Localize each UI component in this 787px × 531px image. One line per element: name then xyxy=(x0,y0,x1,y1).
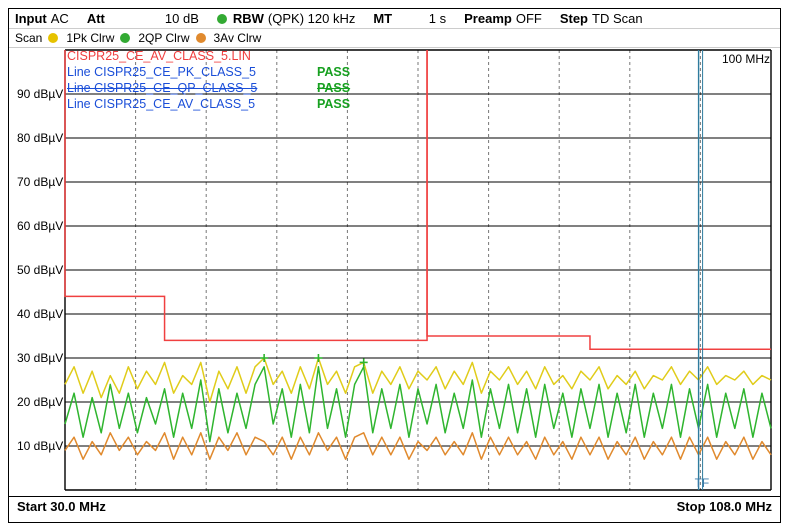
chart-svg xyxy=(9,48,780,496)
rbw-dot-icon xyxy=(217,14,227,24)
legend-box: CISPR25_CE_AV_CLASS_5.LIN Line CISPR25_C… xyxy=(67,48,350,112)
preamp-label: Preamp xyxy=(464,11,512,26)
trace2-label: 2QP Clrw xyxy=(138,31,189,45)
att-value: 10 dB xyxy=(109,11,199,26)
y-tick-label: 70 dBµV xyxy=(17,175,63,189)
step-label: Step xyxy=(560,11,588,26)
rbw-value: (QPK) 120 kHz xyxy=(268,11,355,26)
y-tick-label: 40 dBµV xyxy=(17,307,63,321)
plot-area: CISPR25_CE_AV_CLASS_5.LIN Line CISPR25_C… xyxy=(9,48,780,496)
legend-row: Line CISPR25_CE_QP_CLASS_5PASS xyxy=(67,80,350,96)
legend-limit-line: CISPR25_CE_AV_CLASS_5.LIN xyxy=(67,48,350,64)
input-label: Input xyxy=(15,11,47,26)
y-tick-label: 60 dBµV xyxy=(17,219,63,233)
tf-marker-label: TF xyxy=(695,476,710,490)
legend-row: Line CISPR25_CE_AV_CLASS_5PASS xyxy=(67,96,350,112)
y-tick-label: 10 dBµV xyxy=(17,439,63,453)
y-tick-label: 50 dBµV xyxy=(17,263,63,277)
trace1-dot-icon xyxy=(48,33,58,43)
input-value: AC xyxy=(51,11,69,26)
y-tick-label: 80 dBµV xyxy=(17,131,63,145)
marker-freq-label: 100 MHz xyxy=(722,52,770,66)
scan-label: Scan xyxy=(15,31,42,45)
mt-label: MT xyxy=(373,11,392,26)
preamp-value: OFF xyxy=(516,11,542,26)
trace1-label: 1Pk Clrw xyxy=(66,31,114,45)
stop-freq: Stop 108.0 MHz xyxy=(677,499,772,514)
footer-bar: Start 30.0 MHz Stop 108.0 MHz xyxy=(9,496,780,516)
rbw-label: RBW xyxy=(233,11,264,26)
step-value: TD Scan xyxy=(592,11,643,26)
header-row-2: Scan 1Pk Clrw 2QP Clrw 3Av Clrw xyxy=(9,29,780,48)
analyzer-window: Input AC Att 10 dB RBW (QPK) 120 kHz MT … xyxy=(8,8,781,523)
mt-value: 1 s xyxy=(396,11,446,26)
trace2-dot-icon xyxy=(120,33,130,43)
y-tick-label: 20 dBµV xyxy=(17,395,63,409)
y-tick-label: 90 dBµV xyxy=(17,87,63,101)
start-freq: Start 30.0 MHz xyxy=(17,499,106,514)
trace3-label: 3Av Clrw xyxy=(214,31,262,45)
trace3-dot-icon xyxy=(196,33,206,43)
header-row-1: Input AC Att 10 dB RBW (QPK) 120 kHz MT … xyxy=(9,9,780,29)
y-tick-label: 30 dBµV xyxy=(17,351,63,365)
att-label: Att xyxy=(87,11,105,26)
legend-row: Line CISPR25_CE_PK_CLASS_5PASS xyxy=(67,64,350,80)
